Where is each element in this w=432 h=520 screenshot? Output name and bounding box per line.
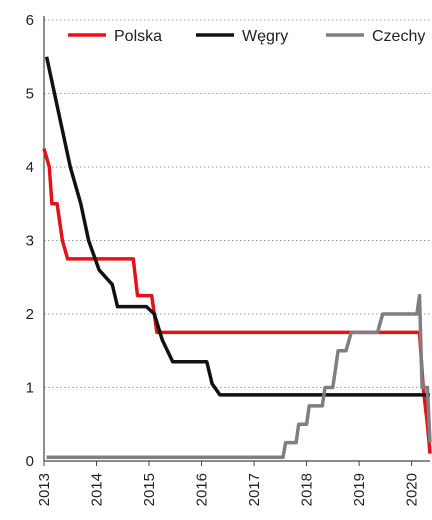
x-tick-label: 2020 <box>404 473 421 506</box>
y-tick-label: 4 <box>26 159 34 176</box>
legend-label: Węgry <box>242 28 288 45</box>
x-tick-label: 2019 <box>351 473 368 506</box>
legend-label: Polska <box>114 28 162 45</box>
y-tick-label: 3 <box>26 233 34 250</box>
x-tick-label: 2018 <box>299 473 316 506</box>
series-line-3 <box>46 293 432 460</box>
y-tick-label: 5 <box>26 86 34 103</box>
series-line-2 <box>44 56 430 397</box>
y-tick-label: 1 <box>26 380 34 397</box>
x-tick-label: 2013 <box>36 473 53 506</box>
legend-label: Czechy <box>372 28 425 45</box>
y-tick-label: 2 <box>26 306 34 323</box>
series-line-1 <box>42 148 432 454</box>
x-tick-label: 2016 <box>194 473 211 506</box>
x-tick-label: 2017 <box>246 473 263 506</box>
axes: 0 1 2 3 4 5 6 2013 2014 2015 2016 2017 2018 2019 2020 <box>26 12 430 506</box>
y-tick-label: 6 <box>26 12 34 29</box>
y-tick-label: 0 <box>26 453 34 470</box>
x-tick-label: 2015 <box>141 473 158 506</box>
x-tick-label: 2014 <box>89 473 106 506</box>
series-lines <box>42 56 432 460</box>
gridlines <box>44 19 430 388</box>
legend: Polska Węgry Czechy <box>68 28 425 45</box>
